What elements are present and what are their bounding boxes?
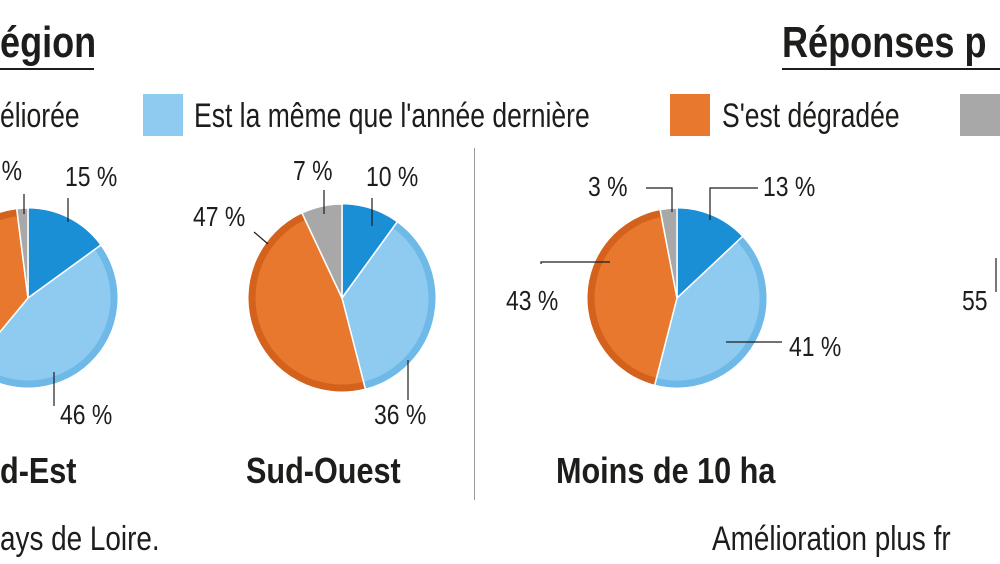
pie2-label-degraded: 47 %: [193, 202, 245, 233]
title-underline-right: [782, 68, 1000, 70]
footer-note-left: ays de Loire.: [0, 520, 160, 558]
pie3-rim-degraded: [587, 210, 661, 385]
pie3-label-degraded: 43 %: [506, 286, 558, 317]
pie2-label-improved: 10 %: [366, 162, 418, 193]
pie2-slice-same: [341, 220, 437, 390]
pie-caption-moins-10ha: Moins de 10 ha: [556, 450, 776, 491]
pie2-rim-same: [364, 222, 436, 389]
legend-swatch-no-answer: [960, 94, 1000, 136]
pie3-label-same: 41 %: [789, 332, 841, 363]
pie3-leader-degraded: [540, 261, 610, 264]
pie1-rim-improved: [28, 208, 100, 249]
pie3-leader-no-answer: [646, 187, 673, 212]
section-title-by-region: égion: [0, 18, 97, 67]
partial-pie-label: 55: [962, 286, 988, 317]
pie1-slice-degraded: [0, 207, 29, 334]
pie2-label-same: 36 %: [374, 400, 426, 431]
pie2-slice-degraded: [247, 211, 367, 393]
pie1-slice-same: [0, 244, 119, 389]
section-title-responses: Réponses p: [782, 18, 987, 67]
pie1-label-no-answer: %: [2, 156, 22, 187]
pie3-leader-improved: [709, 187, 758, 220]
pie2-slice-no-answer: [300, 203, 343, 299]
pie3-label-improved: 13 %: [763, 172, 815, 203]
footer-note-right: Amélioration plus fr: [712, 520, 951, 558]
legend-swatch-same: [143, 94, 183, 136]
legend-label-degraded: S'est dégradée: [722, 97, 900, 135]
pie2-rim-improved: [342, 204, 397, 228]
pie2-label-no-answer: 7 %: [293, 156, 333, 187]
section-divider: [474, 148, 475, 500]
pie3-slice-same: [653, 235, 768, 389]
pie1-slice-no-answer: [15, 207, 29, 299]
pie-caption-sud-est: d-Est: [0, 450, 77, 491]
pie2-rim-degraded: [248, 213, 365, 392]
pie3-rim-improved: [677, 208, 742, 241]
legend-label-same: Est la même que l'année dernière: [194, 97, 590, 135]
pie2-leader-degraded: [253, 231, 269, 245]
pie1-label-same: 46 %: [60, 400, 112, 431]
pie1-label-improved: 15 %: [65, 162, 117, 193]
pie3-label-no-answer: 3 %: [588, 172, 628, 203]
title-underline-left: [0, 68, 94, 70]
legend-label-improved: éliorée: [0, 97, 80, 135]
pie-caption-sud-ouest: Sud-Ouest: [246, 450, 401, 491]
pie1-rim-same: [0, 246, 118, 388]
legend-swatch-degraded: [670, 94, 710, 136]
pie3-slice-no-answer: [659, 207, 678, 299]
pie3-slice-degraded: [586, 208, 678, 387]
